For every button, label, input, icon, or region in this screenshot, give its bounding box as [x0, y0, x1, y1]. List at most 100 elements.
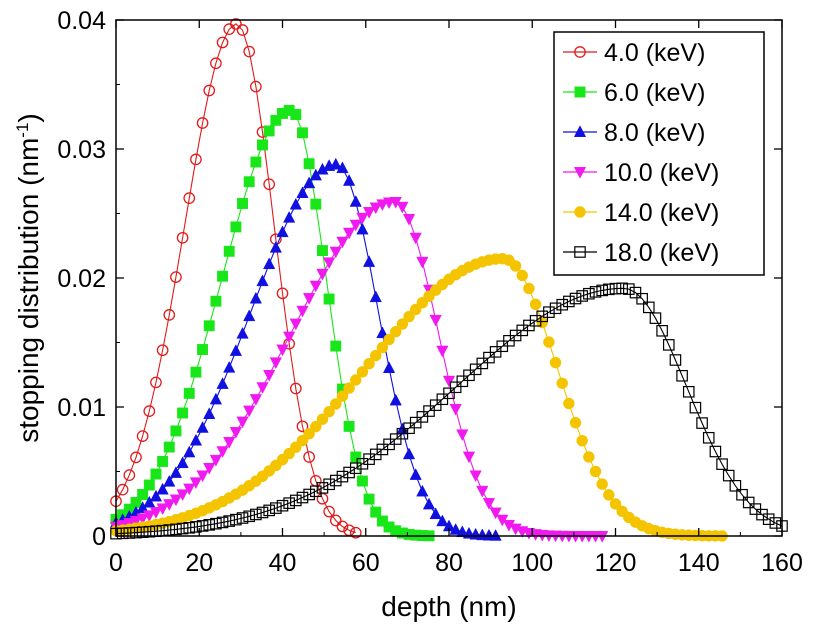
data-point [310, 420, 322, 433]
legend: 4.0 (keV) 6.0 (keV) 8.0 (keV) 10.0 (keV) 14.… [553, 31, 765, 276]
data-point [342, 174, 356, 186]
data-point [256, 274, 269, 287]
data-point [456, 375, 469, 388]
data-point [203, 407, 216, 420]
legend-label: 10.0 (keV) [604, 159, 719, 187]
data-point [563, 295, 575, 308]
data-point [163, 441, 175, 453]
data-point [402, 447, 416, 460]
data-point [203, 84, 216, 97]
data-point [270, 114, 282, 126]
data-point [136, 526, 149, 538]
data-point [216, 36, 229, 49]
y-tick-label: 0.04 [57, 7, 106, 35]
data-point [356, 366, 369, 378]
data-point [369, 290, 382, 303]
data-point [682, 385, 695, 398]
data-point [356, 475, 368, 487]
data-point [209, 392, 223, 405]
data-point [349, 526, 362, 539]
y-axis-label-main: stopping distribution (nm [13, 138, 44, 443]
data-point [323, 505, 335, 518]
data-point [216, 446, 229, 458]
data-point [290, 441, 302, 453]
data-point [317, 245, 328, 257]
data-point [283, 497, 295, 509]
data-point [290, 109, 302, 120]
data-point [189, 477, 203, 490]
data-point [363, 358, 375, 370]
data-point [369, 202, 382, 215]
data-point [396, 318, 409, 330]
data-point [396, 201, 409, 214]
legend-item: 6.0 (keV) [563, 79, 705, 107]
data-point [603, 489, 615, 501]
data-point [243, 45, 256, 58]
data-point [176, 456, 189, 469]
data-point [289, 197, 302, 210]
data-point [243, 309, 256, 322]
data-point [143, 525, 156, 538]
data-point [136, 430, 149, 442]
data-point [456, 429, 469, 442]
data-point [569, 417, 582, 429]
data-point [689, 401, 702, 414]
data-point [669, 354, 682, 366]
data-point [549, 356, 562, 369]
data-point [696, 417, 708, 429]
series-5 [110, 282, 788, 540]
data-point [216, 377, 229, 389]
data-point [489, 507, 502, 520]
data-point [469, 363, 482, 376]
legend-item: 10.0 (keV) [563, 159, 719, 187]
data-point [176, 231, 189, 244]
data-point [556, 298, 569, 311]
data-point [416, 411, 429, 423]
data-point [276, 499, 289, 512]
data-point [243, 405, 256, 418]
legend-item: 4.0 (keV) [563, 39, 705, 67]
series-1 [110, 104, 435, 542]
data-point [616, 282, 628, 295]
data-point [676, 369, 688, 382]
data-point [316, 413, 329, 425]
legend-box [553, 31, 765, 276]
data-point [116, 483, 129, 496]
data-point [130, 526, 142, 539]
data-point [449, 381, 462, 394]
data-point [556, 377, 568, 389]
data-point [176, 522, 189, 535]
data-point [230, 18, 242, 30]
legend-item: 18.0 (keV) [563, 239, 719, 267]
data-point [423, 405, 435, 417]
data-point [203, 463, 216, 475]
data-point [209, 454, 223, 467]
data-point [183, 521, 196, 534]
data-point [177, 407, 189, 419]
data-point [343, 382, 355, 394]
data-point [263, 369, 276, 382]
legend-marker [574, 206, 586, 218]
data-point [210, 295, 222, 307]
data-point [296, 420, 309, 433]
data-point [356, 212, 369, 225]
data-point [429, 399, 442, 411]
data-point [362, 207, 376, 219]
data-point [596, 478, 608, 490]
legend-marker [573, 125, 587, 137]
data-point [269, 240, 282, 253]
data-point [382, 361, 396, 373]
series-4 [110, 252, 728, 542]
axis-ticks: 0 20 40 60 80 100 120 140 160 0 0.01 0.02 0.03 0.04 [57, 7, 803, 577]
data-point [303, 488, 315, 501]
data-point [269, 357, 282, 370]
legend-label: 18.0 (keV) [604, 239, 719, 267]
data-point [316, 482, 329, 494]
data-point [649, 312, 662, 324]
data-point [303, 451, 315, 463]
data-point [342, 227, 356, 240]
data-point [416, 256, 429, 269]
data-point [389, 393, 402, 406]
data-point [197, 344, 209, 355]
data-point [576, 434, 588, 447]
